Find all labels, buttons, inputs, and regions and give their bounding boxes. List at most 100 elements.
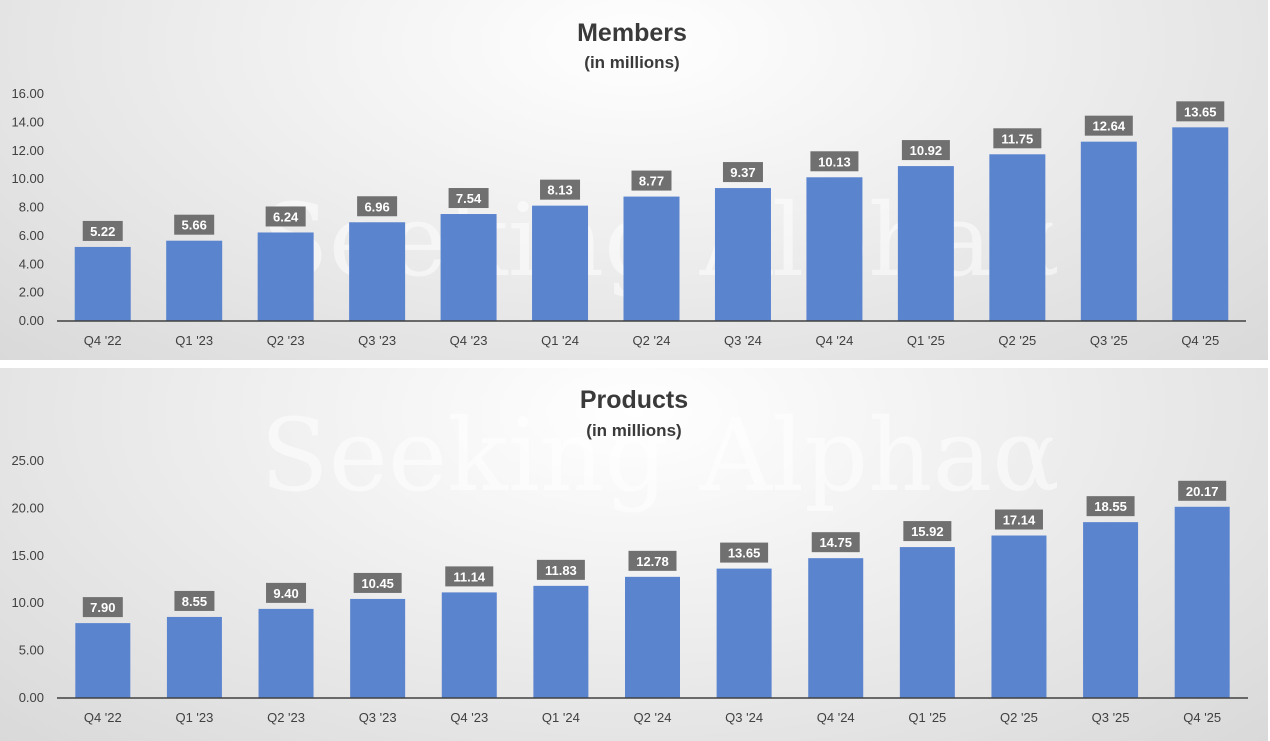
y-tick-label: 12.00 (11, 143, 44, 158)
data-label: 6.24 (273, 209, 299, 224)
bar (991, 535, 1047, 698)
y-tick-label: 6.00 (19, 228, 44, 243)
x-tick-label: Q1 '23 (175, 710, 213, 725)
data-label: 18.55 (1094, 499, 1127, 514)
data-label-box (265, 206, 306, 227)
x-tick-label: Q1 '24 (542, 710, 580, 725)
data-label: 12.78 (636, 554, 669, 569)
bar (716, 568, 772, 698)
data-label-box (1086, 496, 1135, 517)
data-label: 12.64 (1093, 119, 1126, 134)
x-tick-label: Q3 '25 (1092, 710, 1130, 725)
data-label-box (357, 196, 398, 217)
data-label-box (628, 550, 677, 571)
chart-title: Members (577, 19, 687, 47)
x-tick-label: Q2 '24 (634, 710, 672, 725)
data-label: 13.65 (1184, 104, 1217, 119)
bar (1172, 127, 1229, 321)
bar (440, 214, 497, 321)
products-chart-panel: Seeking Alphaα Products (in millions) 0.… (0, 368, 1268, 741)
chart-title: Products (580, 386, 688, 414)
y-tick-label: 0.00 (19, 690, 44, 705)
data-label-box (353, 572, 402, 593)
data-label-box (445, 566, 494, 587)
data-label: 9.37 (730, 165, 755, 180)
data-label: 13.65 (728, 546, 761, 561)
x-tick-label: Q2 '23 (267, 333, 305, 348)
y-tick-label: 15.00 (11, 548, 44, 563)
y-tick-label: 25.00 (11, 453, 44, 468)
x-tick-label: Q1 '25 (907, 333, 945, 348)
y-tick-label: 8.00 (19, 200, 44, 215)
data-label-box (1178, 480, 1227, 501)
x-tick-label: Q3 '23 (359, 710, 397, 725)
data-label-box (174, 214, 215, 235)
x-tick-label: Q4 '22 (84, 710, 122, 725)
y-tick-label: 4.00 (19, 256, 44, 271)
x-tick-label: Q2 '24 (633, 333, 671, 348)
bar (806, 177, 863, 321)
x-axis: Q4 '22 Q1 '23 Q2 '23 Q3 '23 Q4 '23 Q1 '24 Q2 '… (84, 333, 1219, 348)
data-label: 8.13 (547, 183, 572, 198)
x-axis: Q4 '22 Q1 '23 Q2 '23 Q3 '23 Q4 '23 Q1 '24 Q2 '… (84, 710, 1221, 725)
y-axis: 0.00 2.00 4.00 6.00 8.00 10.00 12.00 14.00 16.00 (11, 86, 44, 328)
data-label: 6.96 (364, 199, 389, 214)
data-label: 11.75 (1001, 131, 1033, 146)
products-chart: Seeking Alphaα Products (in millions) 0.… (11, 386, 1248, 725)
x-tick-label: Q4 '25 (1181, 333, 1219, 348)
data-label-box (631, 170, 672, 191)
y-tick-label: 14.00 (11, 114, 44, 129)
x-tick-label: Q4 '24 (817, 710, 855, 725)
members-chart-panel: Seeking Alphaα Members (in millions) 0.0… (0, 0, 1268, 360)
chart-subtitle: (in millions) (584, 53, 679, 72)
bar (899, 547, 955, 698)
bar (989, 154, 1046, 321)
data-label: 10.13 (818, 154, 851, 169)
data-label-box (993, 128, 1042, 149)
data-label: 7.90 (90, 600, 115, 615)
data-label: 14.75 (819, 535, 852, 550)
bar (1174, 506, 1230, 698)
data-label: 20.17 (1186, 484, 1219, 499)
data-label: 10.45 (361, 576, 394, 591)
y-tick-label: 2.00 (19, 285, 44, 300)
bar (808, 558, 864, 698)
bar-series (74, 127, 1229, 321)
data-labels: 7.90 8.55 9.40 10.45 11.14 11.83 12.78 13.65 14.… (82, 480, 1227, 618)
data-label-box (810, 151, 859, 172)
x-tick-label: Q4 '24 (815, 333, 853, 348)
bar (714, 188, 771, 321)
bar (75, 623, 131, 698)
data-label: 5.66 (182, 218, 207, 233)
bar (625, 576, 680, 698)
x-tick-label: Q3 '25 (1090, 333, 1128, 348)
y-axis: 0.00 5.00 10.00 15.00 20.00 25.00 (11, 453, 44, 705)
data-label-box (722, 162, 763, 183)
x-tick-label: Q3 '23 (358, 333, 396, 348)
data-label-box (448, 188, 489, 209)
y-tick-label: 16.00 (11, 86, 44, 101)
x-tick-label: Q2 '25 (998, 333, 1036, 348)
x-tick-label: Q4 '23 (450, 333, 488, 348)
bar (257, 232, 314, 321)
x-tick-label: Q3 '24 (724, 333, 762, 348)
x-tick-label: Q2 '25 (1000, 710, 1038, 725)
data-label: 17.14 (1003, 513, 1036, 528)
y-tick-label: 5.00 (19, 643, 44, 658)
data-label-box (901, 140, 950, 161)
bar-series (75, 506, 1230, 698)
data-label-box (1176, 101, 1225, 122)
bar (623, 196, 680, 321)
x-tick-label: Q1 '23 (175, 333, 213, 348)
bar (533, 585, 589, 698)
data-label-box (536, 559, 585, 580)
bar (74, 246, 131, 321)
data-label: 8.77 (639, 174, 664, 189)
x-tick-label: Q4 '25 (1183, 710, 1221, 725)
data-label: 11.14 (453, 569, 486, 584)
data-label-box (811, 532, 860, 553)
data-label-box (540, 179, 581, 200)
bar (166, 616, 222, 698)
data-label-box (174, 590, 215, 611)
y-tick-label: 10.00 (11, 595, 44, 610)
